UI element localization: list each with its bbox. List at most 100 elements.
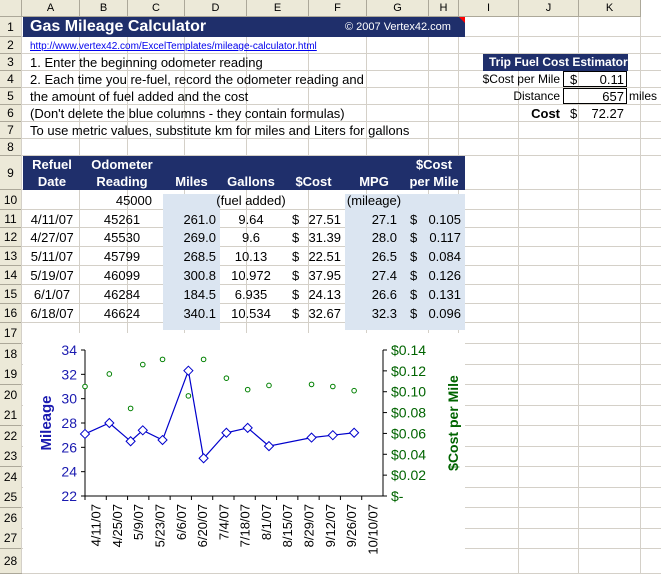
row-header-17[interactable]: 17 — [0, 323, 22, 344]
y-tick-label: 26 — [61, 439, 77, 455]
cost-per-mile-point — [139, 361, 146, 368]
grid-hline — [22, 284, 661, 285]
cost-per-mile-point — [244, 386, 251, 393]
odometer-cell[interactable]: 46099 — [103, 268, 141, 283]
gallons-cell[interactable]: 10.534 — [231, 306, 271, 321]
table-header — [23, 156, 465, 190]
row-header-11[interactable]: 11 — [0, 210, 22, 228]
column-header-d[interactable]: D — [185, 0, 247, 17]
select-all-corner[interactable] — [0, 0, 22, 17]
date-cell[interactable]: 5/19/07 — [30, 268, 74, 283]
mpg-cell[interactable]: 27.1 — [371, 212, 397, 227]
trip-cost-input[interactable] — [563, 71, 627, 87]
cost-per-mile-cell[interactable]: 0.131 — [428, 287, 461, 302]
row-header-21[interactable]: 21 — [0, 405, 22, 426]
row-header-12[interactable]: 12 — [0, 228, 22, 247]
gallons-cell[interactable]: 9.64 — [238, 212, 264, 227]
gallons-cell[interactable]: 6.935 — [234, 287, 268, 302]
gallons-cell[interactable]: 9.6 — [241, 230, 261, 245]
column-header-j[interactable]: J — [519, 0, 579, 17]
column-header-c[interactable]: C — [128, 0, 185, 17]
odometer-cell[interactable]: 45799 — [103, 249, 141, 264]
row-header-23[interactable]: 23 — [0, 446, 22, 467]
column-header-k[interactable]: K — [579, 0, 641, 17]
date-cell[interactable]: 6/18/07 — [30, 306, 74, 321]
column-header-b[interactable]: B — [80, 0, 128, 17]
cost-cell[interactable]: 22.51 — [308, 249, 341, 264]
row-header-7[interactable]: 7 — [0, 122, 22, 139]
cost-cell[interactable]: 31.39 — [308, 230, 341, 245]
table-header-line2: $Cost — [295, 174, 332, 189]
row-header-20[interactable]: 20 — [0, 385, 22, 406]
instruction-line: (Don't delete the blue columns - they co… — [30, 106, 345, 121]
miles-cell[interactable]: 300.8 — [183, 268, 216, 283]
column-header-i[interactable]: I — [459, 0, 519, 17]
odometer-cell[interactable]: 45261 — [103, 212, 141, 227]
row-header-28[interactable]: 28 — [0, 549, 22, 574]
row-header-2[interactable]: 2 — [0, 37, 22, 54]
row-header-9[interactable]: 9 — [0, 156, 22, 190]
row-header-13[interactable]: 13 — [0, 247, 22, 266]
grid-vline — [578, 17, 579, 573]
column-header-e[interactable]: E — [247, 0, 309, 17]
column-header-f[interactable]: F — [309, 0, 367, 17]
miles-cell[interactable]: 268.5 — [183, 249, 216, 264]
date-cell[interactable]: 5/11/07 — [30, 249, 74, 264]
column-header-g[interactable]: G — [367, 0, 429, 17]
date-cell[interactable]: 4/11/07 — [30, 212, 74, 227]
row-header-26[interactable]: 26 — [0, 508, 22, 529]
mpg-cell[interactable]: 26.6 — [371, 287, 397, 302]
mileage-point — [327, 429, 339, 441]
cost-cell[interactable]: 37.95 — [308, 268, 341, 283]
column-header-a[interactable]: A — [22, 0, 80, 17]
row-header-22[interactable]: 22 — [0, 426, 22, 447]
row-header-24[interactable]: 24 — [0, 467, 22, 488]
gallons-cell[interactable]: 10.972 — [231, 268, 271, 283]
row-header-19[interactable]: 19 — [0, 364, 22, 385]
cost-per-mile-cell[interactable]: 0.084 — [428, 249, 461, 264]
grid-hline — [22, 155, 661, 156]
miles-cell[interactable]: 261.0 — [183, 212, 216, 227]
row-header-25[interactable]: 25 — [0, 487, 22, 508]
column-header-h[interactable]: H — [429, 0, 459, 17]
copyright-text: © 2007 Vertex42.com — [345, 21, 451, 33]
row-header-15[interactable]: 15 — [0, 285, 22, 304]
row-header-27[interactable]: 27 — [0, 528, 22, 549]
row-header-3[interactable]: 3 — [0, 54, 22, 71]
mpg-cell[interactable]: 27.4 — [371, 268, 397, 283]
row-header-4[interactable]: 4 — [0, 71, 22, 88]
trip-distance-input[interactable] — [563, 88, 627, 104]
start-odometer[interactable]: 45000 — [115, 193, 152, 208]
miles-cell[interactable]: 184.5 — [183, 287, 216, 302]
mpg-cell[interactable]: 26.5 — [371, 249, 397, 264]
cost-per-mile-cell[interactable]: 0.105 — [428, 212, 461, 227]
cost-per-mile-cell[interactable]: 0.096 — [428, 306, 461, 321]
cost-cell[interactable]: 27.51 — [308, 212, 341, 227]
gallons-cell[interactable]: 10.13 — [234, 249, 268, 264]
odometer-cell[interactable]: 46284 — [103, 287, 141, 302]
cost-cell[interactable]: 24.13 — [308, 287, 341, 302]
odometer-cell[interactable]: 45530 — [103, 230, 141, 245]
miles-cell[interactable]: 269.0 — [183, 230, 216, 245]
y2-tick-label: $0.06 — [391, 425, 426, 441]
row-header-8[interactable]: 8 — [0, 139, 22, 156]
date-cell[interactable]: 6/1/07 — [33, 287, 71, 302]
miles-cell[interactable]: 340.1 — [183, 306, 216, 321]
row-header-6[interactable]: 6 — [0, 105, 22, 122]
date-cell[interactable]: 4/27/07 — [30, 230, 74, 245]
row-header-5[interactable]: 5 — [0, 88, 22, 105]
odometer-cell[interactable]: 46624 — [103, 306, 141, 321]
row-header-1[interactable]: 1 — [0, 17, 22, 37]
cost-per-mile-cell[interactable]: 0.126 — [428, 268, 461, 283]
row-header-14[interactable]: 14 — [0, 266, 22, 285]
mpg-cell[interactable]: 28.0 — [371, 230, 397, 245]
row-header-16[interactable]: 16 — [0, 304, 22, 323]
mileage-chart[interactable]: 22 24 26 28 30 32 34 $- $0.02 $0.04 $0.06 $0.08 $0.1… — [23, 333, 465, 573]
row-header-18[interactable]: 18 — [0, 344, 22, 365]
row-header-10[interactable]: 10 — [0, 190, 22, 210]
cost-per-mile-cell[interactable]: 0.117 — [429, 230, 461, 245]
cost-cell[interactable]: 32.67 — [308, 306, 341, 321]
template-link[interactable]: http://www.vertex42.com/ExcelTemplates/m… — [30, 41, 317, 52]
cost-per-mile-point — [330, 383, 336, 390]
mpg-cell[interactable]: 32.3 — [371, 306, 397, 321]
